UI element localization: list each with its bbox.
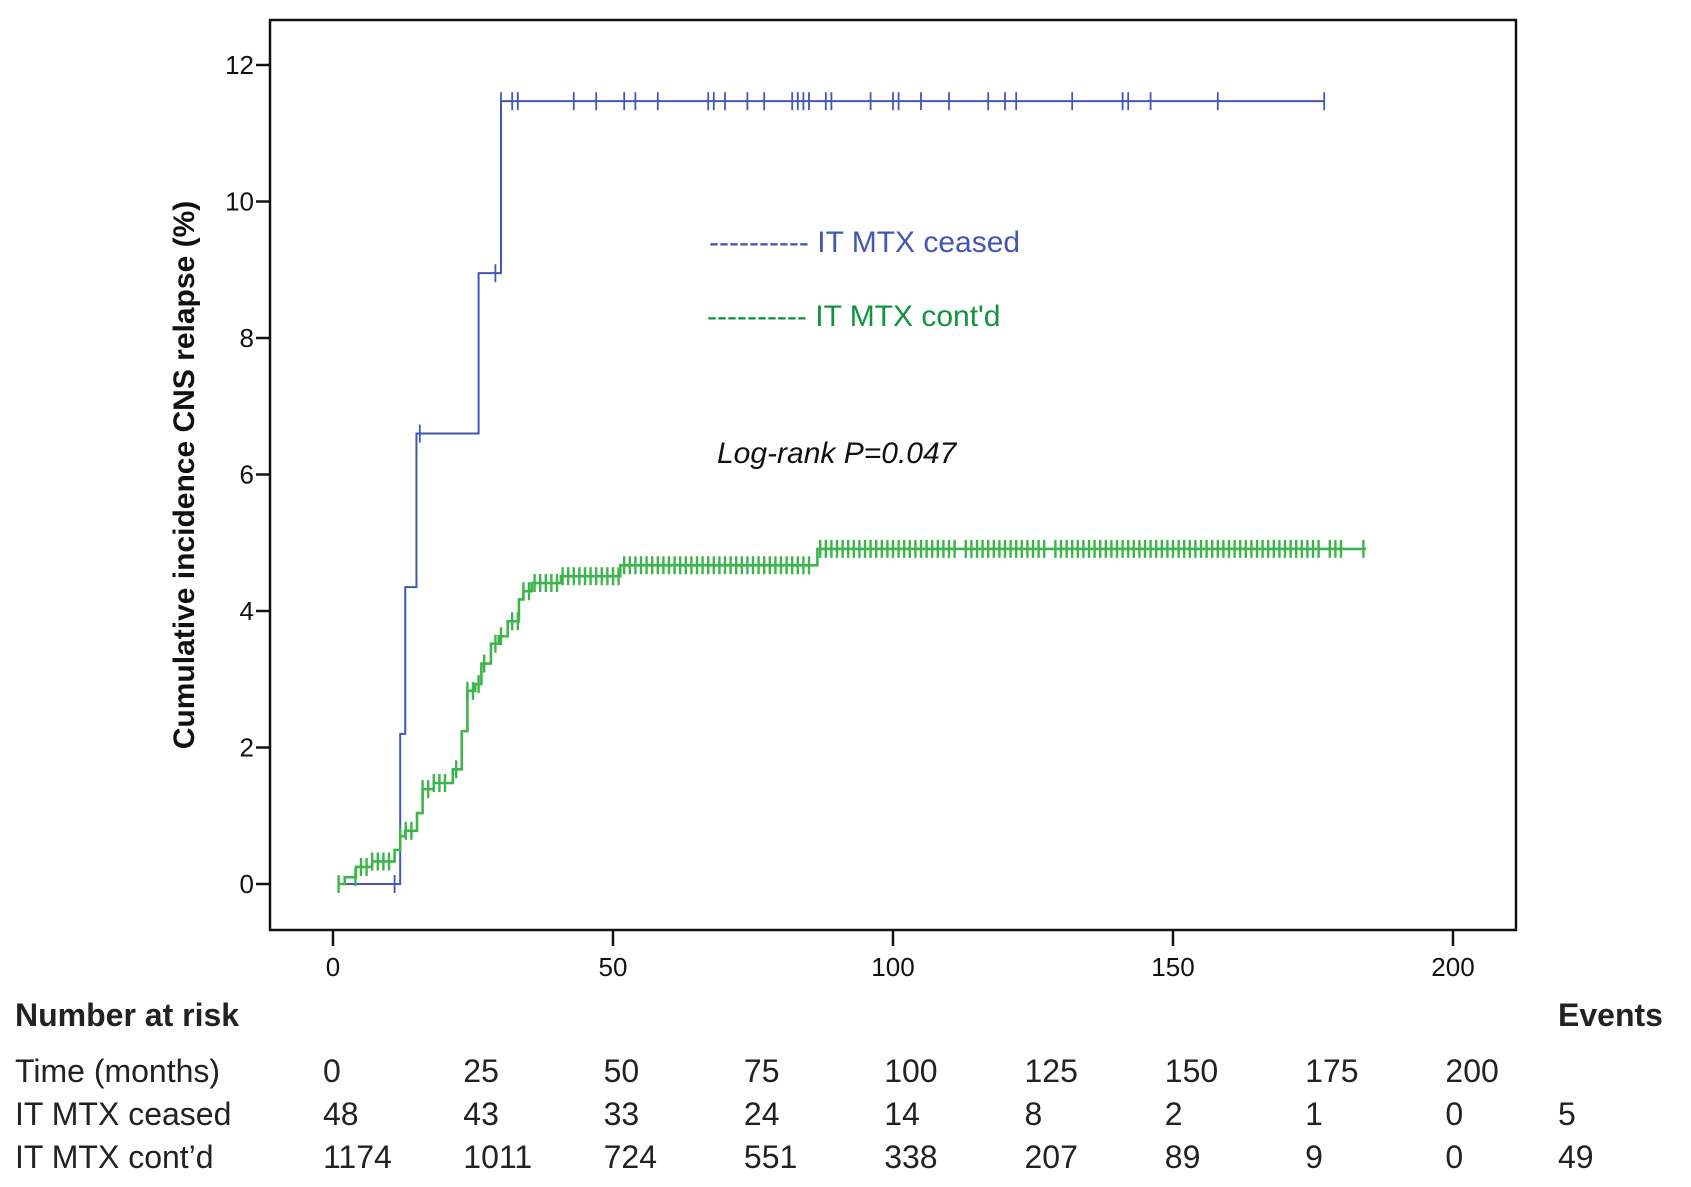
risk-cell: 551 — [744, 1139, 797, 1175]
risk-table-title: Number at risk — [15, 997, 239, 1033]
risk-cell: 48 — [323, 1096, 359, 1132]
y-tick-label: 10 — [225, 187, 254, 217]
y-tick-label: 2 — [240, 733, 254, 763]
risk-cell: 207 — [1025, 1139, 1078, 1175]
x-tick-label: 50 — [599, 952, 628, 982]
risk-cell: 14 — [884, 1096, 920, 1132]
log-rank-annotation: Log-rank P=0.047 — [717, 437, 958, 470]
risk-cell: 24 — [744, 1096, 780, 1132]
risk-table-events-header: Events — [1558, 997, 1663, 1033]
risk-row-label: IT MTX ceased — [15, 1096, 231, 1132]
risk-cell: 75 — [744, 1053, 780, 1089]
series-line — [338, 547, 1367, 886]
risk-cell: 200 — [1445, 1053, 1498, 1089]
x-tick-label: 0 — [326, 952, 340, 982]
y-axis-label: Cumulative incidence CNS relapse (%) — [168, 201, 201, 750]
risk-row-label: IT MTX cont’d — [15, 1139, 214, 1175]
risk-events: 49 — [1558, 1139, 1594, 1175]
risk-cell: 50 — [604, 1053, 640, 1089]
risk-cell: 0 — [323, 1053, 341, 1089]
curves — [337, 92, 1367, 893]
y-tick-label: 8 — [240, 323, 254, 353]
risk-cell: 9 — [1305, 1139, 1323, 1175]
legend-item-contd: ---------- IT MTX cont'd — [707, 300, 1000, 333]
risk-row-label: Time (months) — [15, 1053, 220, 1089]
risk-cell: 150 — [1165, 1053, 1218, 1089]
risk-cell: 1 — [1305, 1096, 1323, 1132]
plot-frame — [268, 18, 1518, 932]
x-tick-label: 200 — [1431, 952, 1474, 982]
risk-events: 5 — [1558, 1096, 1576, 1132]
risk-cell: 724 — [604, 1139, 657, 1175]
risk-cell: 2 — [1165, 1096, 1183, 1132]
risk-cell: 43 — [463, 1096, 499, 1132]
x-tick-label: 150 — [1151, 952, 1194, 982]
x-tick-label: 100 — [871, 952, 914, 982]
axes: 0 50 100 150 200 0 2 4 6 8 10 12 — [225, 50, 1475, 982]
risk-cell: 8 — [1025, 1096, 1043, 1132]
y-tick-label: 12 — [225, 50, 254, 80]
risk-cell: 1174 — [323, 1139, 392, 1175]
risk-cell: 33 — [604, 1096, 640, 1132]
risk-cell: 1011 — [463, 1139, 532, 1175]
series-line — [345, 100, 1325, 885]
risk-cell: 100 — [884, 1053, 937, 1089]
y-tick-label: 6 — [240, 460, 254, 490]
risk-cell: 338 — [884, 1139, 937, 1175]
risk-cell: 89 — [1165, 1139, 1201, 1175]
legend-item-ceased: ---------- IT MTX ceased — [709, 226, 1020, 259]
risk-cell: 25 — [463, 1053, 499, 1089]
legend: ---------- IT MTX ceased ---------- IT M… — [707, 226, 1020, 333]
risk-cell: 0 — [1445, 1096, 1463, 1132]
risk-cell: 0 — [1445, 1139, 1463, 1175]
risk-cell: 125 — [1025, 1053, 1078, 1089]
y-tick-label: 4 — [240, 596, 254, 626]
risk-cell: 175 — [1305, 1053, 1358, 1089]
y-tick-label: 0 — [240, 869, 254, 899]
